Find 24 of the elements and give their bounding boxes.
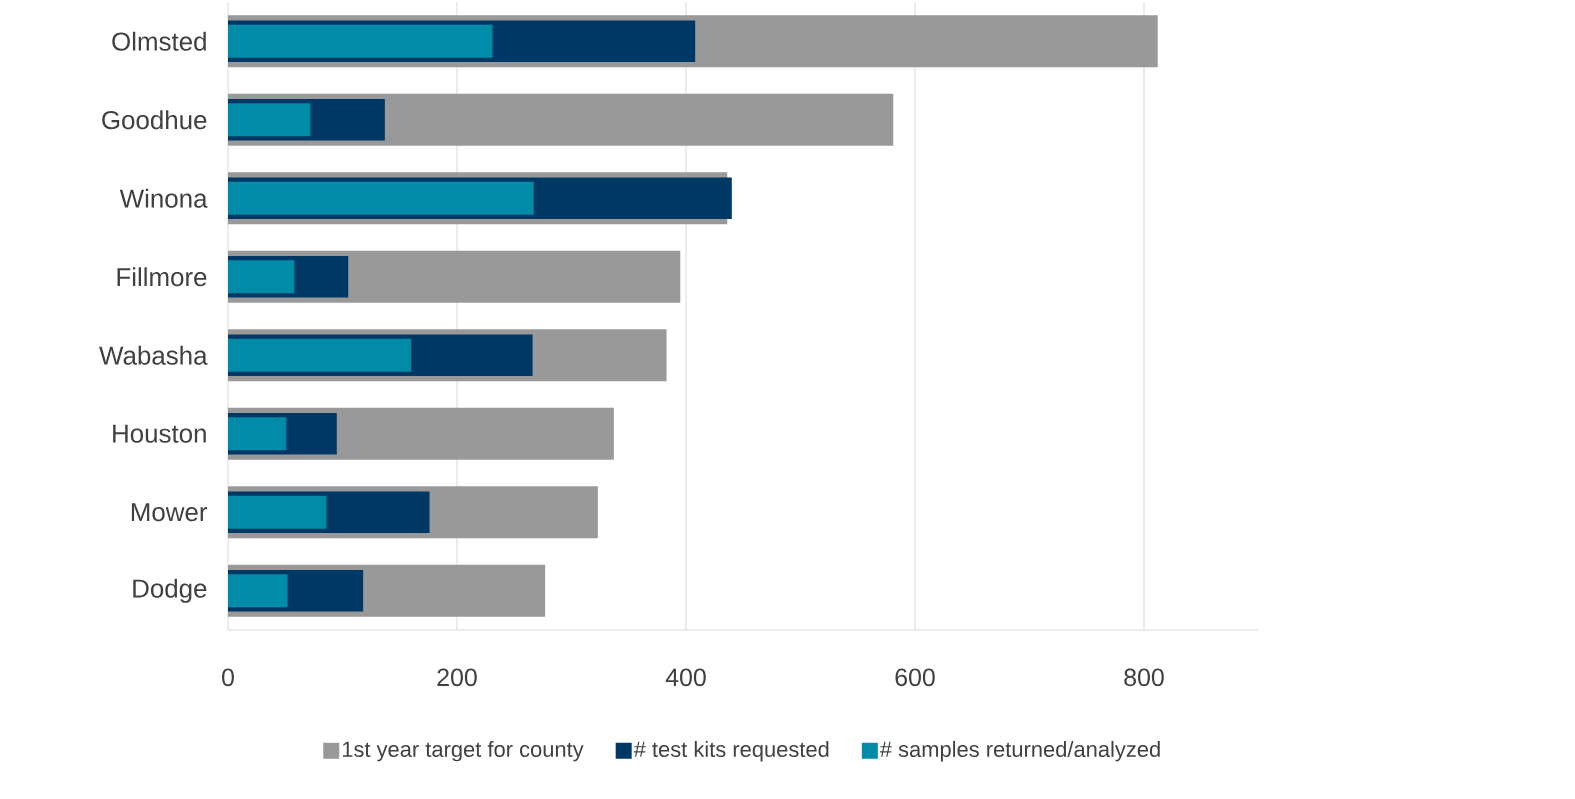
x-tick-label: 600: [895, 668, 935, 687]
y-tick-label: Mower: [131, 503, 208, 522]
y-tick-label: Goodhue: [102, 110, 207, 130]
legend-label: 1st year target for county: [342, 740, 584, 762]
y-tick-label: Winona: [119, 188, 208, 208]
bar: [228, 495, 327, 529]
bar: [228, 24, 493, 58]
x-tick-label: 0: [222, 668, 234, 687]
bar: [228, 260, 295, 294]
y-tick-label: Wabasha: [99, 345, 208, 365]
bar: [228, 417, 287, 451]
bar: [228, 181, 534, 215]
legend-label: # test kits requested: [633, 740, 829, 762]
legend-label: # samples returned/analyzed: [879, 740, 1160, 762]
x-tick-label: 800: [1124, 668, 1164, 687]
y-tick-label: Dodge: [133, 578, 207, 603]
bar: [228, 103, 311, 137]
bar: [228, 574, 288, 608]
y-tick-label: Olmsted: [112, 31, 206, 51]
y-tick-label: Fillmore: [117, 267, 207, 287]
x-tick-label: 200: [437, 668, 477, 687]
bar: [228, 338, 412, 372]
y-tick-label: Houston: [113, 424, 206, 443]
x-tick-label: 400: [665, 668, 706, 687]
